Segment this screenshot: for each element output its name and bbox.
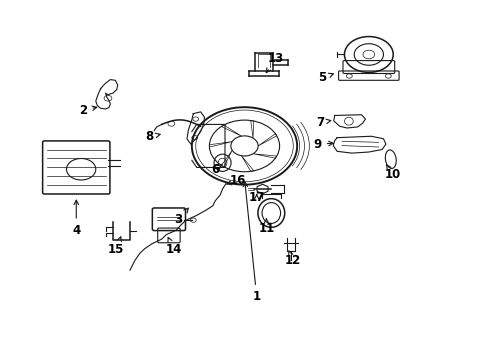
Text: 5: 5	[318, 71, 333, 84]
Text: 4: 4	[72, 200, 80, 237]
Text: 11: 11	[258, 219, 274, 235]
Text: 17: 17	[248, 192, 264, 204]
Text: 8: 8	[145, 130, 160, 144]
Text: 6: 6	[211, 163, 222, 176]
Text: 16: 16	[226, 174, 246, 187]
Text: 13: 13	[266, 51, 284, 73]
Text: 14: 14	[165, 237, 182, 256]
Text: 15: 15	[108, 237, 124, 256]
Text: 9: 9	[313, 138, 332, 150]
Text: 10: 10	[385, 165, 401, 181]
Text: 2: 2	[80, 104, 97, 117]
Text: 12: 12	[285, 251, 301, 267]
Text: 7: 7	[315, 116, 330, 129]
Text: 1: 1	[243, 182, 260, 303]
Text: 3: 3	[174, 208, 188, 226]
